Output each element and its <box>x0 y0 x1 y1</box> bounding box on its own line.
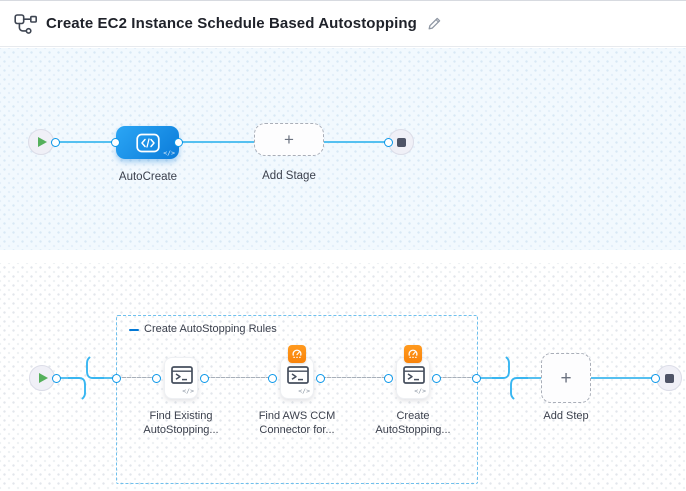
shell-script-icon <box>287 366 309 384</box>
connector-line-dashed <box>437 377 474 378</box>
connector-port[interactable] <box>384 138 393 147</box>
stage-name-label: AutoCreate <box>118 171 178 183</box>
step-name-label: Create AutoStopping... <box>375 410 451 436</box>
add-step-label: Add Step <box>543 410 589 422</box>
step-name-label: Find Existing AutoStopping... <box>143 410 219 436</box>
stage-node-autocreate[interactable]: </> <box>116 126 179 159</box>
connector-line <box>477 377 494 379</box>
shell-script-icon <box>171 366 193 384</box>
add-stage-label: Add Stage <box>262 170 316 182</box>
plus-icon: + <box>560 367 572 389</box>
ccm-gauge-icon <box>288 345 306 363</box>
ccm-gauge-icon <box>404 345 422 363</box>
connector-port[interactable] <box>651 374 660 383</box>
step-create-autostopping[interactable]: </> <box>396 357 430 399</box>
code-glyph: </> <box>414 387 426 395</box>
pipeline-header: Create EC2 Instance Schedule Based Autos… <box>0 0 686 47</box>
collapse-group-button[interactable] <box>129 329 139 332</box>
connector-port[interactable] <box>432 374 441 383</box>
play-icon <box>38 137 47 147</box>
add-stage-button[interactable]: + <box>254 123 324 156</box>
shell-script-icon <box>403 366 425 384</box>
stage-end-node[interactable] <box>656 365 682 391</box>
add-step-button[interactable]: + <box>541 353 591 403</box>
connector-port[interactable] <box>200 374 209 383</box>
connector-port[interactable] <box>52 374 61 383</box>
step-name-label: Find AWS CCM Connector for... <box>258 410 336 436</box>
stop-icon <box>664 373 674 383</box>
connector-port[interactable] <box>316 374 325 383</box>
connector-line-dashed <box>121 377 157 378</box>
code-glyph: </> <box>163 149 175 157</box>
connector-port[interactable] <box>384 374 393 383</box>
pipeline-title: Create EC2 Instance Schedule Based Autos… <box>46 15 417 32</box>
pipeline-graph-icon <box>14 13 37 34</box>
connector-port[interactable] <box>51 138 60 147</box>
connector-line-dashed <box>321 377 389 378</box>
step-find-existing-autostopping[interactable]: </> <box>164 357 198 399</box>
edit-pencil-icon[interactable] <box>427 16 442 31</box>
stage-start-node[interactable] <box>29 365 55 391</box>
connector-port[interactable] <box>112 374 121 383</box>
connector-port[interactable] <box>472 374 481 383</box>
code-glyph: </> <box>298 387 310 395</box>
step-group-create-autostopping-rules[interactable]: Create AutoStopping Rules <box>116 315 478 484</box>
flow-kink-right <box>492 356 528 400</box>
stop-icon <box>396 137 406 147</box>
connector-port[interactable] <box>268 374 277 383</box>
connector-line <box>55 141 390 143</box>
step-find-aws-ccm-connector[interactable]: </> <box>280 357 314 399</box>
connector-port[interactable] <box>152 374 161 383</box>
step-canvas[interactable]: Create AutoStopping Rules </> Find Exist… <box>0 263 686 491</box>
connector-port[interactable] <box>174 138 183 147</box>
code-glyph: </> <box>182 387 194 395</box>
plus-icon: + <box>284 130 294 149</box>
step-group-title: Create AutoStopping Rules <box>144 323 277 335</box>
play-icon <box>39 373 48 383</box>
connector-port[interactable] <box>111 138 120 147</box>
stage-canvas[interactable]: </> AutoCreate + Add Stage <box>0 48 686 250</box>
connector-line <box>102 377 117 379</box>
flow-kink-left <box>68 356 104 400</box>
connector-line <box>56 377 71 379</box>
connector-line <box>526 377 658 379</box>
connector-line-dashed <box>205 377 273 378</box>
custom-stage-icon <box>135 133 160 152</box>
